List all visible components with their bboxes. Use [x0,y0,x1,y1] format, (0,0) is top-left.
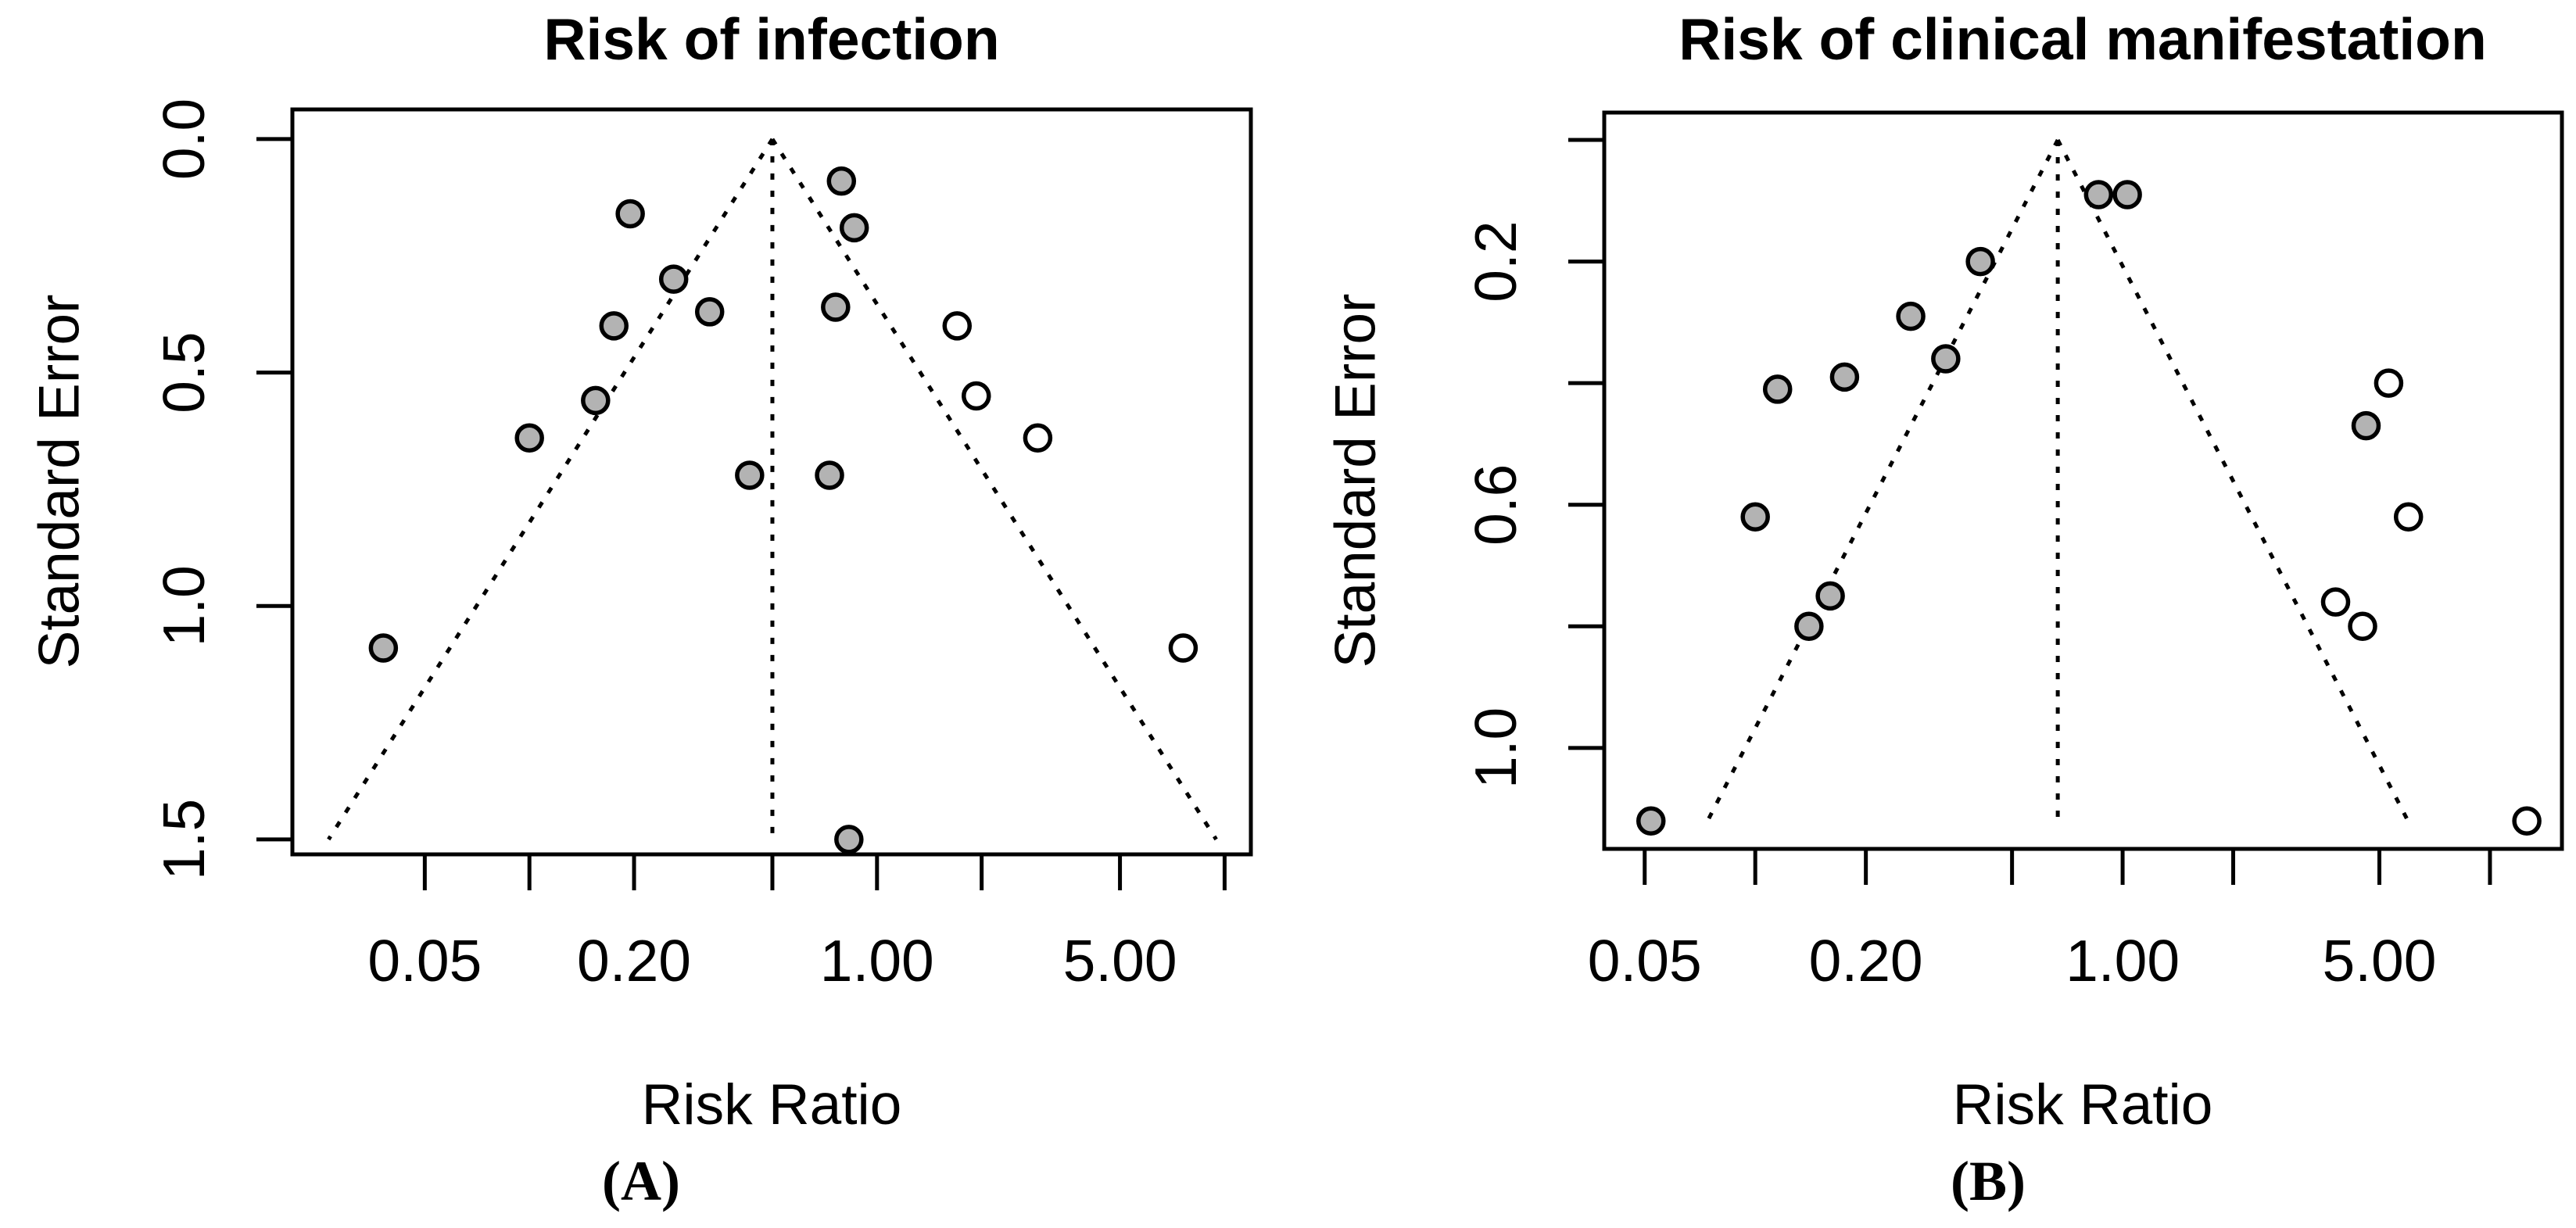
funnel-plot-panel-b: 0.05 0.20 1.00 5.00 0.2 0.6 1.0 [1463,110,2564,993]
x-tick-label: 1.00 [2065,928,2180,993]
panel-caption-a: (A) [602,1150,680,1212]
data-point-shaded [1965,246,1995,277]
x-tick-label: 5.00 [2323,928,2437,993]
data-point-open [962,381,991,411]
data-point-shaded [694,297,725,327]
data-point-open [942,311,973,341]
data-point-shaded [2083,180,2114,209]
x-tick-label: 0.20 [577,928,691,993]
data-point-shaded [2351,410,2381,441]
funnel-right-line [770,138,1218,841]
data-point-shaded [1762,374,1793,404]
data-point-shaded [815,460,844,490]
chart-title-b: Risk of clinical manifestation [1679,6,2487,72]
panel-caption-b: (B) [1951,1150,2026,1212]
data-point-shaded [1740,502,1770,532]
data-point-open [2393,502,2424,532]
data-point-shaded [599,311,629,341]
funnel-left-line [327,138,775,841]
data-point-shaded [735,460,765,490]
data-point-open [1168,633,1198,663]
chart-title-a: Risk of infection [543,6,999,72]
data-point-shaded [1815,581,1845,611]
data-point-open [1023,423,1053,453]
x-tick-label: 0.05 [367,928,482,993]
x-tick-label: 0.20 [1809,928,1923,993]
data-point-shaded [1636,806,1666,836]
plots-container: 0.05 0.20 1.00 5.000.00.51.01.50.05 0.20 1.00… [151,98,2564,993]
data-point-shaded [581,385,611,416]
y-tick-label: 0.6 [1463,464,1528,546]
y-tick-label: 0.2 [1463,220,1528,302]
x-axis-label-a: Risk Ratio [642,1073,902,1137]
data-point-shaded [514,423,544,453]
data-point-open [2348,611,2377,642]
y-tick-label: 1.0 [1463,707,1528,789]
data-point-shaded [826,166,857,196]
y-tick-label: 1.0 [151,565,217,646]
data-point-open [2512,806,2542,836]
x-axis-label-b: Risk Ratio [1953,1073,2213,1137]
data-point-open [2374,368,2404,398]
funnel-plot-panel-a: 0.05 0.20 1.00 5.00 0.0 0.5 1.0 1.5 [151,98,1253,993]
data-point-shaded [1794,611,1824,642]
data-point-shaded [821,292,851,322]
y-axis-label-b: Standard Error [1324,294,1388,668]
data-point-shaded [834,825,864,854]
x-tick-label: 5.00 [1063,928,1177,993]
data-point-shaded [1931,344,1961,374]
data-point-shaded [615,199,645,229]
y-tick-label: 1.5 [151,799,217,880]
x-tick-label: 0.05 [1588,928,1702,993]
data-point-shaded [368,633,399,663]
data-point-shaded [839,213,869,243]
y-tick-label: 0.5 [151,331,217,413]
y-tick-label: 0.0 [151,98,217,180]
plot-box [1602,110,2564,851]
funnel-left-line [1705,138,2060,822]
data-point-shaded [1896,301,1926,331]
data-point-shaded [658,264,689,294]
y-axis-label-a: Standard Error [28,295,91,669]
data-point-shaded [2112,180,2142,209]
data-point-open [2320,587,2351,617]
funnel-right-line [2055,138,2410,822]
x-tick-label: 1.00 [820,928,934,993]
data-point-shaded [1829,362,1860,392]
